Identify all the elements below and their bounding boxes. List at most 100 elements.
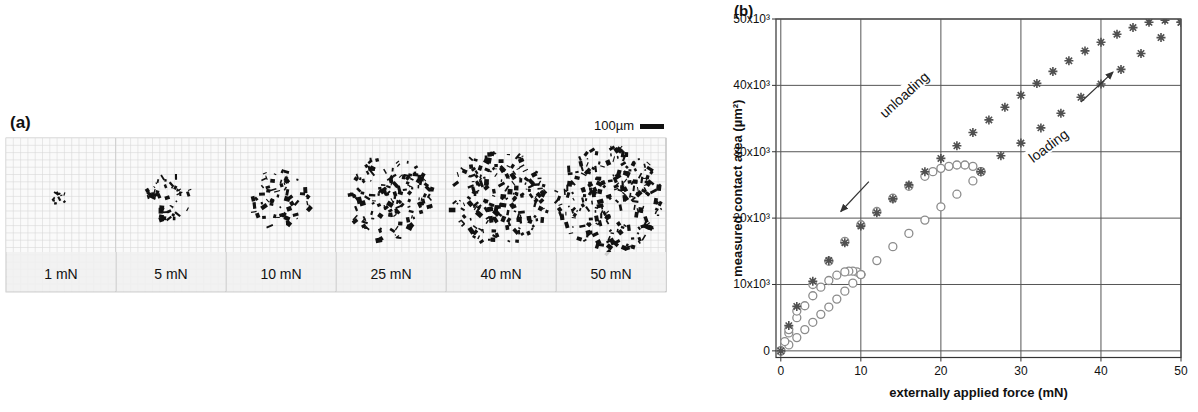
data-point bbox=[905, 229, 913, 237]
contact-spot bbox=[371, 218, 374, 220]
data-point bbox=[996, 151, 1005, 160]
paper-grid bbox=[226, 174, 336, 175]
contact-spot bbox=[583, 151, 588, 157]
contact-spot bbox=[491, 237, 496, 242]
contact-spot bbox=[606, 211, 609, 214]
annotation-background bbox=[873, 66, 933, 123]
contact-spot bbox=[188, 189, 192, 191]
contact-spot bbox=[419, 210, 424, 215]
data-point bbox=[857, 271, 865, 279]
contact-spot bbox=[167, 209, 172, 213]
contact-spot bbox=[362, 179, 366, 183]
contact-spot bbox=[581, 197, 584, 202]
contact-spot bbox=[572, 217, 576, 218]
contact-spot bbox=[274, 173, 277, 175]
contact-spot bbox=[617, 156, 619, 159]
contact-spot bbox=[263, 172, 267, 174]
paper-grid bbox=[226, 196, 336, 197]
contact-spot bbox=[255, 213, 260, 219]
data-point bbox=[1157, 33, 1166, 42]
paper-grid bbox=[446, 211, 556, 212]
contact-spot bbox=[589, 218, 593, 221]
contact-spot bbox=[602, 185, 606, 189]
contact-spot bbox=[588, 182, 592, 186]
contact-spot bbox=[591, 167, 595, 171]
contact-spot bbox=[169, 205, 173, 208]
contact-spot bbox=[412, 173, 418, 177]
contact-spot bbox=[486, 169, 492, 172]
data-point bbox=[817, 310, 825, 318]
contact-spot bbox=[287, 195, 293, 201]
contact-spot bbox=[452, 200, 457, 205]
contact-spot bbox=[375, 158, 379, 162]
annotation: loading bbox=[1025, 126, 1071, 166]
contact-spot bbox=[495, 232, 500, 237]
grid-line bbox=[776, 284, 1181, 285]
contact-spot bbox=[479, 177, 482, 181]
contact-spot bbox=[627, 225, 631, 232]
contact-spot bbox=[485, 216, 490, 220]
data-point bbox=[1129, 23, 1138, 32]
strip-background bbox=[6, 138, 666, 292]
contact-spot bbox=[261, 185, 264, 189]
contact-spot bbox=[417, 202, 422, 209]
contact-spot bbox=[576, 210, 578, 212]
paper-grid bbox=[336, 247, 446, 248]
contact-spot bbox=[540, 217, 544, 223]
contact-spot bbox=[482, 229, 484, 233]
contact-spot bbox=[164, 184, 168, 188]
grid-line bbox=[776, 85, 1181, 86]
contact-spot bbox=[390, 182, 392, 186]
contact-image: 10 mN bbox=[226, 138, 336, 292]
contact-spot bbox=[392, 168, 394, 172]
contact-spot bbox=[506, 165, 510, 168]
contact-spot bbox=[630, 244, 635, 249]
data-point bbox=[961, 161, 969, 169]
contact-spot bbox=[554, 190, 558, 193]
contact-spot bbox=[161, 210, 164, 213]
contact-spot bbox=[600, 214, 602, 219]
contact-spot bbox=[519, 178, 522, 182]
contact-spot bbox=[53, 199, 55, 201]
data-point bbox=[1161, 19, 1170, 25]
contact-spot bbox=[386, 201, 394, 208]
contact-spot bbox=[610, 153, 612, 156]
paper-grid bbox=[226, 138, 336, 139]
grid-line bbox=[1100, 19, 1101, 358]
contact-spot bbox=[520, 232, 524, 236]
force-label: 5 mN bbox=[154, 266, 187, 282]
contact-spot bbox=[474, 174, 478, 178]
contact-spot bbox=[156, 193, 161, 199]
series bbox=[776, 19, 1181, 355]
grid-line bbox=[1181, 19, 1182, 358]
label-strip bbox=[7, 252, 116, 291]
contact-spot bbox=[609, 146, 615, 151]
paper-grid bbox=[336, 138, 337, 292]
contact-spot bbox=[270, 199, 275, 203]
contact-spot bbox=[461, 220, 465, 224]
paper-grid bbox=[116, 159, 226, 160]
contact-spot bbox=[574, 176, 580, 181]
contact-spot bbox=[595, 210, 597, 213]
contact-spot bbox=[568, 172, 573, 175]
contact-spot bbox=[572, 198, 575, 201]
contact-spot bbox=[283, 170, 289, 174]
data-point bbox=[1032, 79, 1041, 88]
contact-spot bbox=[176, 188, 178, 191]
paper-grid bbox=[116, 240, 226, 241]
contact-spot bbox=[505, 173, 510, 179]
data-point bbox=[857, 271, 865, 279]
contact-spot bbox=[581, 203, 586, 208]
data-point bbox=[1048, 67, 1057, 76]
data-point bbox=[976, 167, 985, 176]
contact-spot bbox=[583, 239, 587, 242]
paper-grid bbox=[226, 211, 336, 212]
contact-spot bbox=[637, 232, 640, 235]
contact-spot bbox=[501, 179, 503, 182]
series bbox=[777, 271, 865, 355]
contact-spot bbox=[568, 206, 570, 208]
contact-spot bbox=[414, 165, 418, 169]
contact-spot bbox=[642, 234, 647, 240]
contact-spot bbox=[468, 156, 473, 161]
contact-spot bbox=[500, 194, 506, 199]
